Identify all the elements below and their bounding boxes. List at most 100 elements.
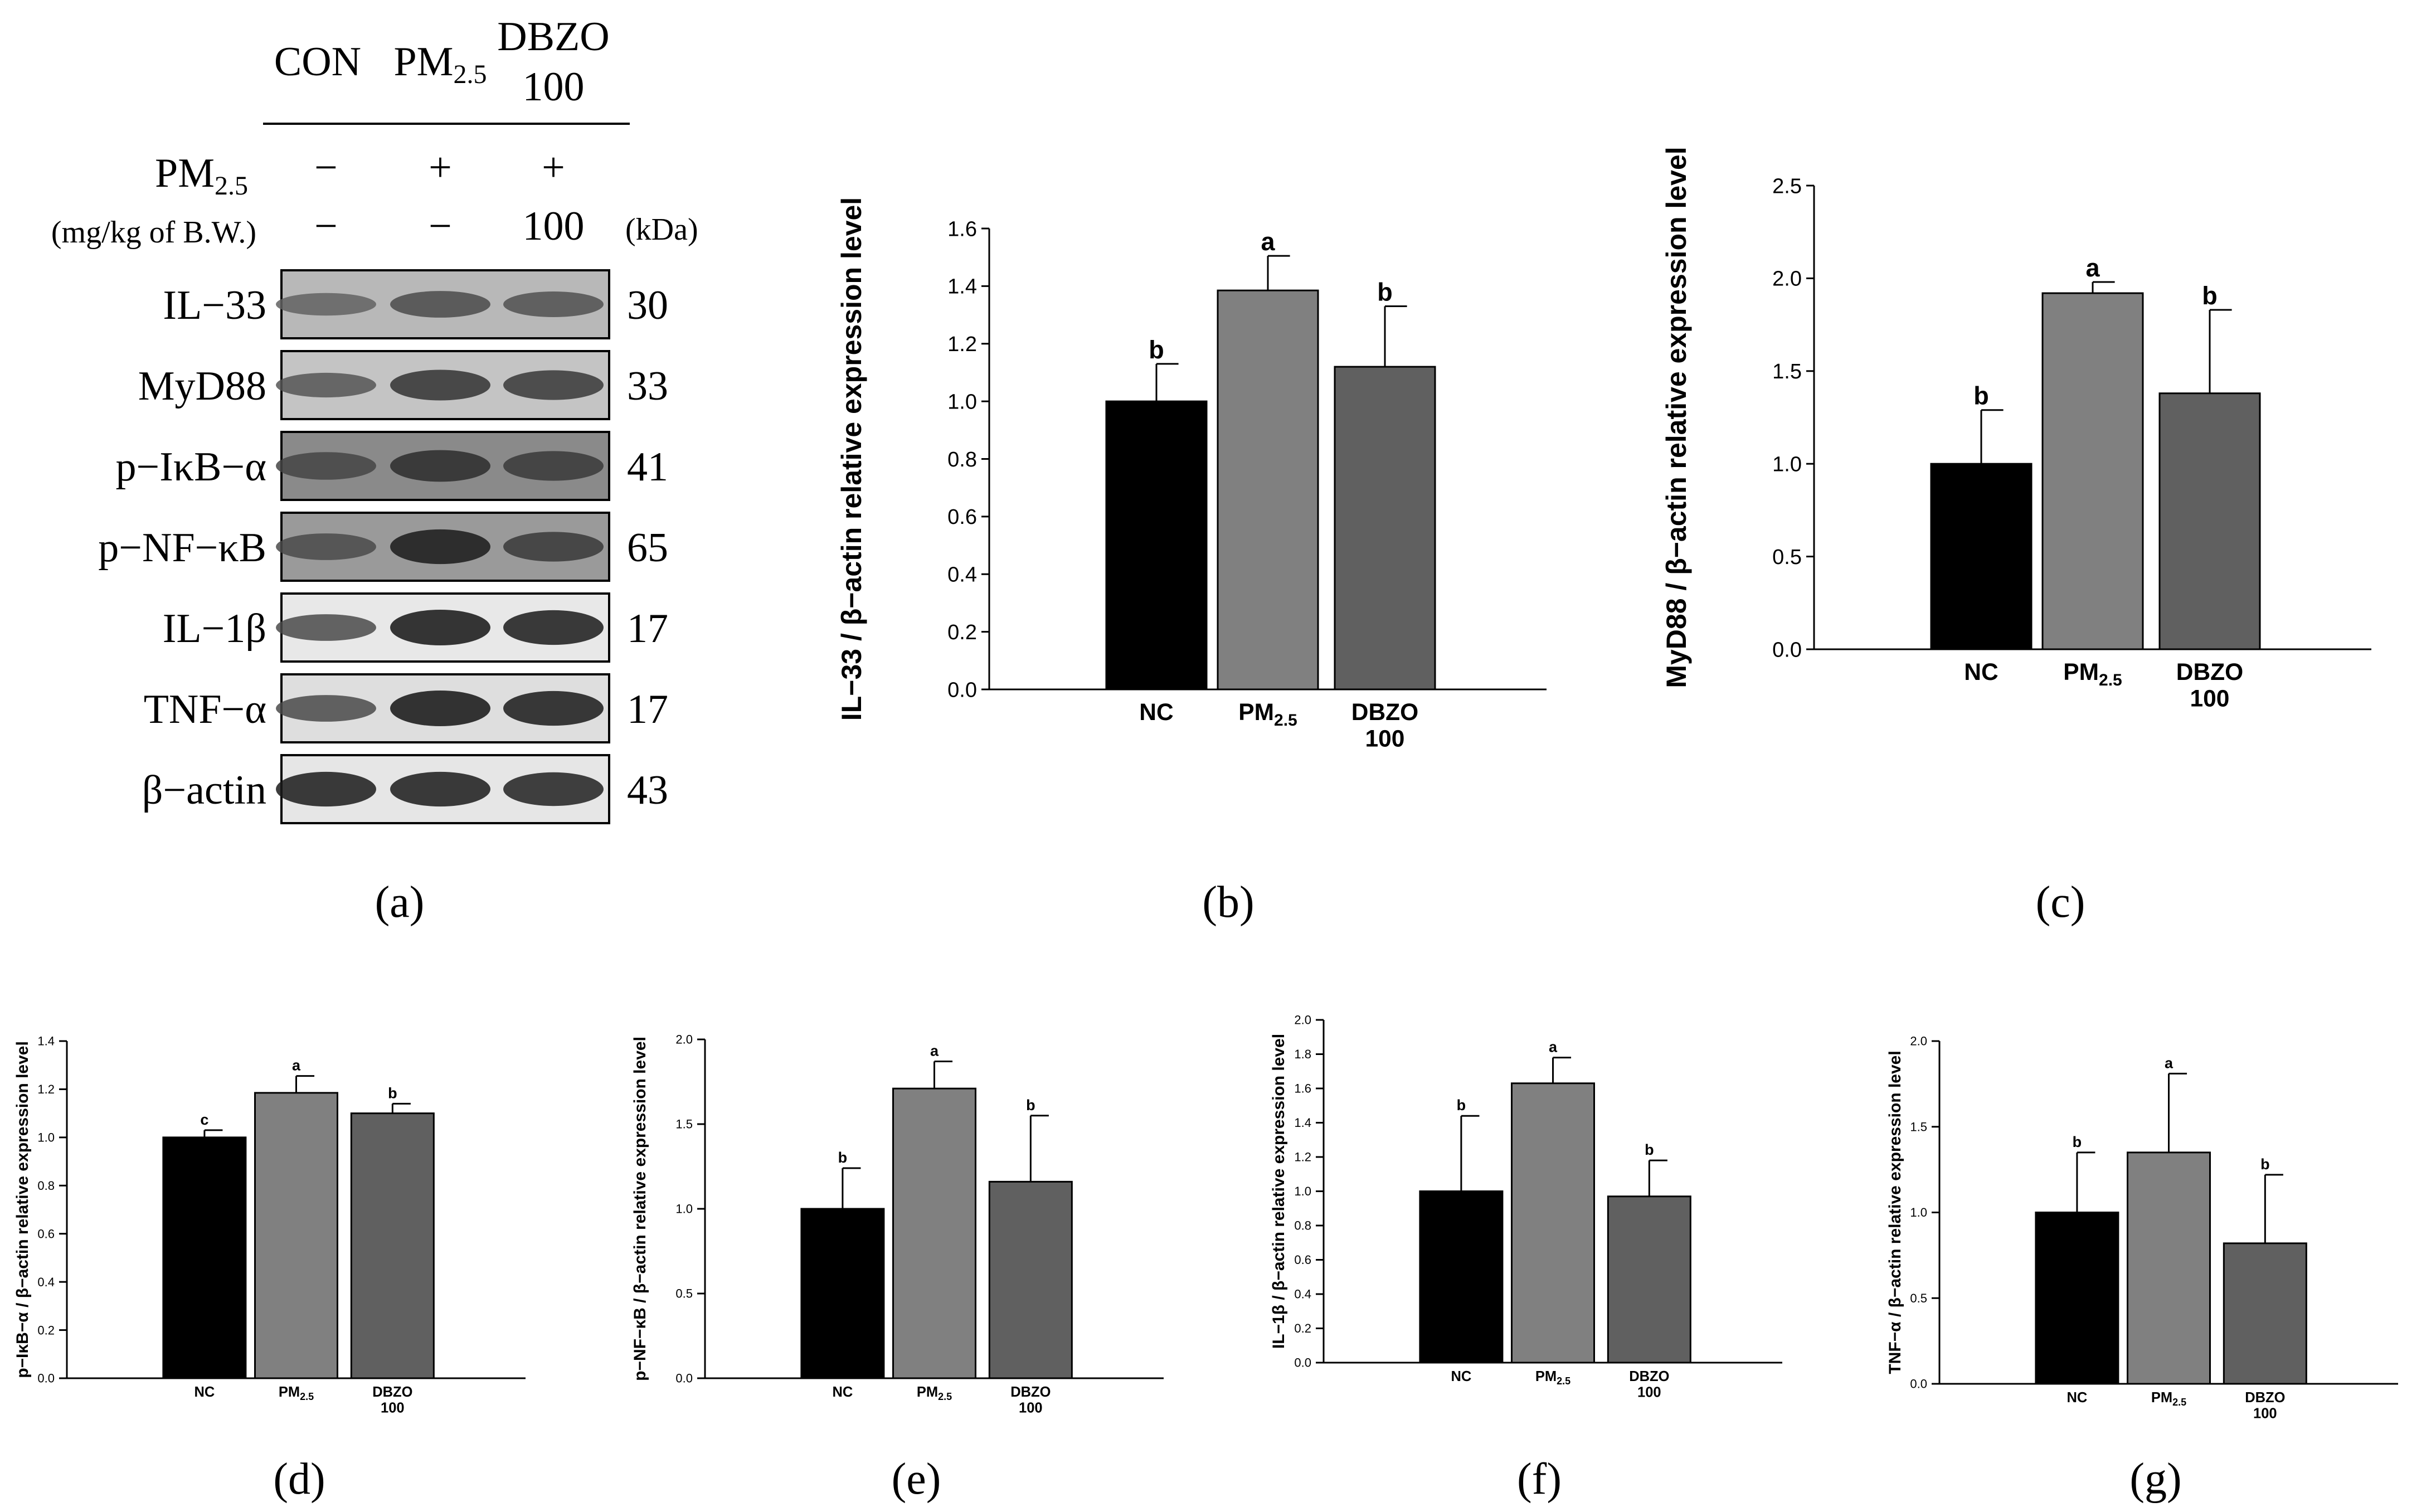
blot-protein-label: IL−1β	[163, 606, 266, 652]
blot-protein-label: p−NF−κB	[98, 525, 266, 571]
x-category-label: PM2.5	[1238, 699, 1297, 730]
blot-row: IL−1β 17	[163, 592, 668, 663]
blot-band	[503, 772, 604, 806]
blot-band	[276, 533, 376, 560]
y-axis-label: MyD88 / β−actin relative expression leve…	[1661, 147, 1692, 688]
panel-label-f: (f)	[1517, 1455, 1562, 1504]
y-tick-label: 0.6	[947, 505, 977, 529]
significance-letter: a	[2085, 254, 2100, 282]
bar	[1419, 1190, 1504, 1364]
y-tick-label: 1.0	[1910, 1205, 1927, 1219]
bar	[892, 1087, 976, 1379]
significance-letter: c	[200, 1111, 208, 1128]
x-category-main: PM	[1238, 699, 1274, 726]
row-dose-value-dbzo: 100	[523, 203, 585, 249]
blot-row: TNF−α 17	[144, 673, 668, 743]
blot-band	[276, 293, 376, 316]
y-tick-label: 1.5	[1772, 360, 1802, 383]
significance-letter: a	[1549, 1039, 1558, 1056]
bar	[800, 1208, 885, 1379]
x-category-main: PM	[2151, 1390, 2172, 1406]
x-category-label: PM2.5	[2063, 659, 2122, 689]
bar	[2223, 1242, 2307, 1385]
y-tick-label: 0.2	[947, 621, 977, 644]
chart-b: 0.0 0.2 0.4 0.6 0.8 1.0 1.2 1.4 1.6 IL−33 / β−act…	[836, 197, 1547, 752]
significance-letter: a	[2165, 1054, 2174, 1071]
blot-kda-value: 41	[627, 444, 668, 490]
row-dose-value-pm: −	[429, 203, 452, 249]
x-category-line: 100	[381, 1401, 405, 1416]
y-tick-label: 2.0	[1910, 1034, 1927, 1048]
x-category-line: DBZO	[1629, 1369, 1669, 1384]
header-pm-sub: 2.5	[453, 60, 487, 89]
blot-protein-label: MyD88	[138, 363, 266, 409]
x-category-label: PM2.5	[1535, 1369, 1570, 1387]
y-tick-label: 1.0	[675, 1202, 693, 1216]
bar	[162, 1136, 247, 1379]
x-category-line: DBZO	[2176, 659, 2243, 685]
blot-band	[390, 291, 490, 318]
blot-band	[276, 372, 376, 398]
row-pm-value-pm: +	[429, 145, 452, 191]
x-category-label: PM2.5	[2151, 1390, 2186, 1408]
blot-band	[503, 532, 604, 562]
panel-label-g: (g)	[2129, 1455, 2181, 1504]
y-tick-label: 0.2	[37, 1323, 55, 1337]
y-tick-label: 2.0	[1294, 1013, 1311, 1027]
panel-label-b: (b)	[1202, 878, 1254, 927]
y-tick-label: 1.0	[1294, 1184, 1311, 1198]
x-category-line: 100	[1365, 726, 1405, 752]
y-tick-label: 2.5	[1772, 174, 1802, 198]
significance-letter: b	[2073, 1134, 2082, 1150]
y-tick-label: 1.4	[1294, 1116, 1311, 1130]
x-category-line: 100	[1019, 1401, 1043, 1416]
blot-band	[503, 291, 604, 317]
significance-letter: b	[388, 1085, 397, 1101]
chart-g: 0.0 0.5 1.0 1.5 2.0 TNF−α / β−actin relative …	[1886, 1034, 2398, 1422]
blot-row: β−actin 43	[142, 754, 668, 824]
y-tick-label: 1.0	[947, 390, 977, 414]
y-tick-label: 1.5	[675, 1117, 693, 1131]
y-axis-label: IL−1β / β−actin relative expression leve…	[1270, 1034, 1288, 1349]
bar	[254, 1092, 338, 1379]
blot-protein-label: IL−33	[163, 283, 266, 328]
y-tick-label: 0.0	[37, 1372, 55, 1385]
bar	[1511, 1082, 1595, 1364]
y-tick-label: 1.0	[1772, 453, 1802, 477]
bar-charts: 0.0 0.2 0.4 0.6 0.8 1.0 1.2 1.4 1.6 IL−33 / β−act…	[13, 147, 2398, 1422]
y-axis-label: p−IκB−α / β−actin relative expression le…	[13, 1041, 32, 1378]
significance-letter: a	[930, 1043, 939, 1059]
x-category-label: NC	[1451, 1369, 1471, 1384]
bar	[1930, 463, 2033, 650]
y-tick-label: 0.8	[947, 448, 977, 471]
blot-band	[503, 691, 604, 726]
significance-letter: b	[1645, 1141, 1654, 1158]
header-pm: PM2.5	[394, 39, 487, 89]
significance-letter: b	[1973, 382, 1989, 410]
bar	[2127, 1151, 2211, 1385]
bar	[1334, 366, 1436, 691]
bar	[988, 1180, 1073, 1379]
x-category-main: PM	[2063, 659, 2099, 685]
y-tick-label: 0.5	[1910, 1291, 1927, 1305]
row-dose-label: (mg/kg of B.W.)	[51, 215, 256, 250]
y-tick-label: 0.2	[1294, 1321, 1311, 1335]
blot-band	[390, 610, 490, 645]
x-category-label: NC	[2067, 1390, 2087, 1406]
row-pm-value-dbzo: +	[542, 145, 565, 191]
header-dose: 100	[523, 64, 585, 110]
row-dose-value-con: −	[314, 203, 338, 249]
row-pm-main: PM	[155, 150, 215, 196]
row-pm-value-con: −	[314, 145, 338, 191]
x-category-sub: 2.5	[1557, 1375, 1570, 1387]
x-category-label: NC	[194, 1384, 215, 1400]
blot-band	[390, 450, 490, 482]
blot-kda-value: 33	[627, 363, 668, 409]
blot-protein-label: TNF−α	[144, 687, 266, 732]
x-category-label: DBZO 100	[1010, 1384, 1051, 1416]
blot-kda-value: 65	[627, 525, 668, 571]
x-category-line: DBZO	[372, 1384, 412, 1400]
kda-label: (kDa)	[625, 212, 698, 247]
blot-row: p−IκB−α 41	[115, 431, 668, 501]
